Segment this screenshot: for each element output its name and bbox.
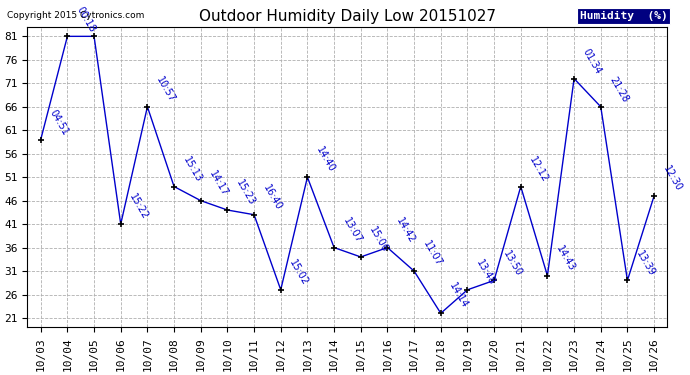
Text: 14:42: 14:42 (395, 216, 417, 245)
Text: 14:43: 14:43 (554, 244, 577, 273)
Text: 11:07: 11:07 (421, 239, 444, 268)
Text: Humidity  (%): Humidity (%) (580, 11, 667, 21)
Text: 01:34: 01:34 (581, 47, 604, 76)
Text: 15:23: 15:23 (235, 178, 257, 207)
Text: 16:40: 16:40 (261, 183, 284, 212)
Text: 15:13: 15:13 (181, 154, 204, 184)
Text: 13:39: 13:39 (634, 249, 657, 278)
Text: 00:18: 00:18 (75, 4, 97, 34)
Text: 14:17: 14:17 (208, 169, 230, 198)
Text: 04:51: 04:51 (48, 108, 70, 137)
Text: 13:07: 13:07 (341, 216, 364, 245)
Text: 12:30: 12:30 (661, 164, 684, 193)
Text: 13:48: 13:48 (474, 258, 497, 287)
Text: Copyright 2015 Cytronics.com: Copyright 2015 Cytronics.com (7, 11, 144, 20)
Text: 12:12: 12:12 (528, 154, 551, 184)
Text: 15:22: 15:22 (128, 192, 150, 221)
Text: 14:14: 14:14 (448, 282, 470, 310)
Text: 15:02: 15:02 (288, 258, 310, 287)
Text: 15:06: 15:06 (368, 225, 391, 254)
Text: 21:28: 21:28 (608, 75, 631, 104)
Title: Outdoor Humidity Daily Low 20151027: Outdoor Humidity Daily Low 20151027 (199, 9, 496, 24)
Text: 14:40: 14:40 (315, 146, 337, 174)
Text: 10:57: 10:57 (155, 75, 177, 104)
Text: 13:50: 13:50 (501, 249, 524, 278)
